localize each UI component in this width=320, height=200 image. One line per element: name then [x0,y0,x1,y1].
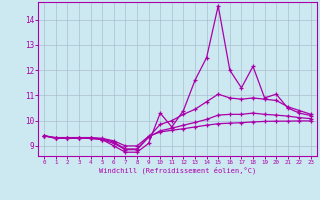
X-axis label: Windchill (Refroidissement éolien,°C): Windchill (Refroidissement éolien,°C) [99,167,256,174]
